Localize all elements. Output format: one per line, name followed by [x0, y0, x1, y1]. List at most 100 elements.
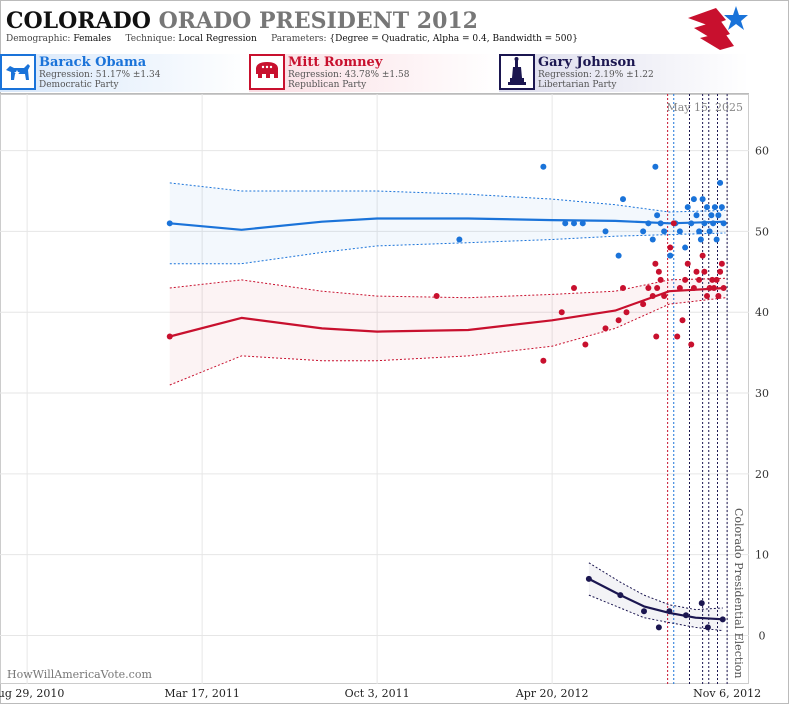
- poll-point: [654, 212, 661, 219]
- param-value-technique: Local Regression: [178, 34, 257, 44]
- candidate-regression: Regression: 43.78% ±1.58: [288, 70, 410, 80]
- poll-point: [640, 228, 647, 235]
- header-divider: [0, 93, 749, 94]
- poll-point: [655, 624, 662, 631]
- x-tick-label: Aug 29, 2010: [0, 687, 64, 700]
- poll-point: [720, 220, 727, 227]
- poll-point: [676, 284, 683, 291]
- poll-point: [704, 204, 710, 211]
- poll-point: [679, 317, 686, 324]
- poll-point: [706, 284, 713, 291]
- poll-point: [711, 204, 718, 211]
- poll-point: [571, 220, 577, 227]
- poll-point: [719, 616, 726, 623]
- poll-point: [582, 341, 589, 348]
- poll-point: [652, 260, 659, 267]
- poll-point: [696, 228, 703, 235]
- poll-point: [653, 333, 660, 340]
- poll-point: [682, 276, 689, 283]
- poll-point: [623, 309, 630, 316]
- param-label-demographic: Demographic:: [6, 34, 71, 44]
- poll-point: [682, 244, 689, 251]
- poll-point: [649, 293, 656, 300]
- param-label-parameters: Parameters:: [271, 34, 327, 44]
- candidate-name: Mitt Romney: [288, 55, 383, 70]
- poll-point: [690, 196, 697, 203]
- poll-point: [710, 220, 717, 227]
- poll-point: [699, 252, 706, 259]
- poll-point: [699, 196, 706, 203]
- y-tick-label: 20: [755, 468, 769, 481]
- poll-point: [620, 196, 626, 203]
- candidate-johnson: Gary Johnson Regression: 2.19% ±1.22 Lib…: [499, 54, 749, 92]
- param-value-demographic: Females: [73, 34, 112, 44]
- poll-point: [615, 252, 622, 259]
- poll-point: [717, 268, 724, 275]
- poll-point: [456, 236, 463, 243]
- regression-line: [169, 217, 726, 231]
- y-tick-label: 40: [755, 306, 769, 319]
- x-tick-label: Nov 6, 2012: [693, 687, 761, 700]
- poll-point: [709, 276, 716, 283]
- poll-point: [433, 293, 440, 300]
- candidate-obama: Barack Obama Regression: 51.17% ±1.34 De…: [0, 54, 250, 92]
- poll-point: [720, 284, 727, 291]
- poll-point: [684, 260, 691, 267]
- y-tick-label: 50: [755, 225, 769, 238]
- candidate-romney: Mitt Romney Regression: 43.78% ±1.58 Rep…: [249, 54, 499, 92]
- poll-point: [713, 276, 720, 283]
- poll-point: [666, 608, 673, 615]
- poll-point: [674, 333, 681, 340]
- poll-point: [615, 317, 622, 324]
- candidate-party: Libertarian Party: [538, 80, 617, 90]
- poll-point: [667, 252, 674, 259]
- y-tick-label: 60: [755, 145, 769, 158]
- poll-point: [698, 600, 705, 607]
- candidate-name: Gary Johnson: [538, 55, 636, 70]
- y-tick-label: 0: [759, 630, 766, 643]
- poll-point: [717, 179, 724, 186]
- poll-point: [602, 228, 609, 235]
- plot-area: [0, 94, 749, 684]
- poll-point: [571, 284, 577, 291]
- poll-point: [661, 228, 668, 235]
- poll-point: [540, 357, 547, 364]
- poll-point: [649, 236, 656, 243]
- donkey-icon: [0, 54, 36, 90]
- poll-point: [640, 301, 647, 308]
- poll-point: [715, 212, 722, 219]
- poll-point: [585, 575, 592, 582]
- poll-point: [688, 220, 695, 227]
- x-tick-label: Apr 20, 2012: [515, 687, 589, 700]
- star-flag-logo-icon: [688, 6, 748, 50]
- page-title: COLORADO ORADO PRESIDENT 2012: [6, 8, 478, 34]
- y-tick-label: 10: [755, 549, 769, 562]
- poll-point: [701, 220, 708, 227]
- poll-point: [696, 276, 703, 283]
- poll-point: [701, 268, 708, 275]
- poll-point: [654, 284, 661, 291]
- poll-point: [166, 220, 173, 227]
- confidence-upper-line: [588, 562, 723, 611]
- x-tick-label: Oct 3, 2011: [345, 687, 410, 700]
- poll-point: [708, 212, 715, 219]
- poll-point: [693, 212, 700, 219]
- poll-point: [670, 220, 677, 227]
- y-tick-label: 30: [755, 387, 769, 400]
- parameters-line: Demographic: Females Technique: Local Re…: [6, 34, 578, 44]
- confidence-band: [588, 562, 723, 631]
- poll-point: [718, 260, 725, 267]
- regression-line: [588, 577, 723, 621]
- candidate-party: Democratic Party: [39, 80, 119, 90]
- poll-point: [540, 163, 547, 170]
- poll-point: [645, 284, 652, 291]
- candidate-regression: Regression: 2.19% ±1.22: [538, 70, 654, 80]
- poll-point: [704, 624, 711, 631]
- statue-of-liberty-icon: [499, 54, 535, 90]
- title-main: COLORADO: [6, 8, 151, 34]
- x-tick-label: Mar 17, 2011: [164, 687, 240, 700]
- poll-point: [676, 228, 683, 235]
- confidence-band: [169, 278, 726, 385]
- poll-point: [690, 284, 697, 291]
